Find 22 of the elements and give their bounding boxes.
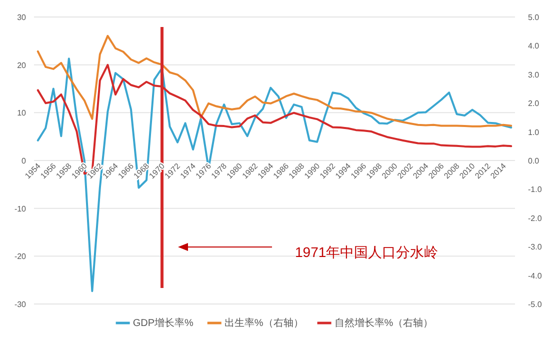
y-tick-label: -10 — [14, 204, 27, 214]
y2-tick-label: -5.0 — [528, 300, 542, 309]
legend-label: 自然增长率%（右轴） — [334, 317, 434, 329]
y2-tick-label: -4.0 — [528, 271, 542, 280]
y-tick-label: 10 — [17, 108, 27, 118]
legend-label: 出生率%（右轴） — [224, 317, 304, 329]
y-tick-label: -20 — [14, 252, 27, 262]
y2-tick-label: -2.0 — [528, 214, 542, 223]
y-tick-label: 0 — [22, 156, 27, 166]
y-tick-label: 20 — [17, 60, 27, 70]
y2-tick-label: 3.0 — [528, 70, 540, 80]
y2-tick-label: -1.0 — [528, 185, 542, 194]
y-tick-label: 30 — [17, 13, 27, 22]
y2-tick-label: 4.0 — [528, 42, 540, 51]
y-tick-label: -30 — [14, 300, 27, 309]
y2-tick-label: -3.0 — [528, 242, 542, 252]
y2-tick-label: 2.0 — [528, 99, 540, 108]
y2-tick-label: 0.0 — [528, 156, 540, 166]
y2-tick-label: 1.0 — [528, 128, 540, 137]
legend-label: GDP增长率% — [132, 317, 194, 329]
y2-tick-label: 5.0 — [528, 13, 540, 22]
annotation: 1971年中国人口分水岭 — [295, 244, 438, 260]
